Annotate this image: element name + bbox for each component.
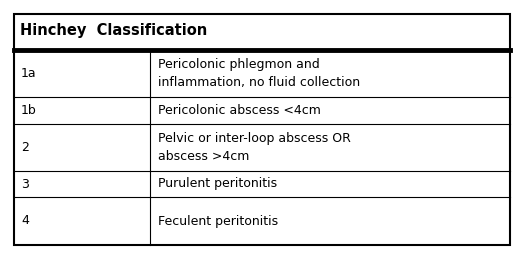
Text: 4: 4 (21, 214, 29, 227)
Text: Hinchey  Classification: Hinchey Classification (20, 23, 208, 38)
Text: Feculent peritonitis: Feculent peritonitis (158, 214, 278, 227)
Text: Pericolonic phlegmon and
inflammation, no fluid collection: Pericolonic phlegmon and inflammation, n… (158, 58, 360, 89)
Text: 2: 2 (21, 141, 29, 154)
Text: Purulent peritonitis: Purulent peritonitis (158, 177, 277, 191)
Text: Pericolonic abscess <4cm: Pericolonic abscess <4cm (158, 104, 321, 117)
Text: 1a: 1a (21, 67, 37, 80)
Text: 1b: 1b (21, 104, 37, 117)
Text: Pelvic or inter-loop abscess OR
abscess >4cm: Pelvic or inter-loop abscess OR abscess … (158, 132, 351, 163)
Bar (14, 14, 510, 245)
Text: 3: 3 (21, 177, 29, 191)
